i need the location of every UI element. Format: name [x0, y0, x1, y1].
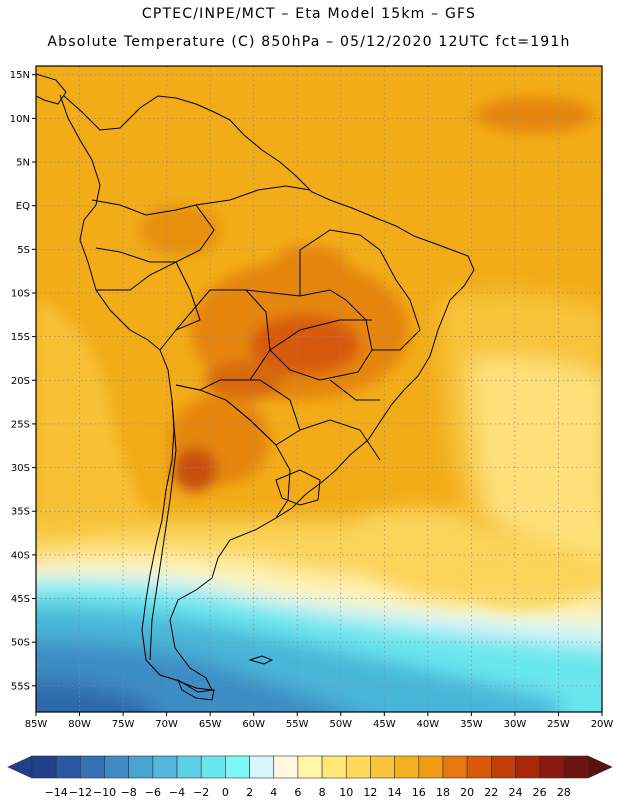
lat-tick-label: 5N — [16, 158, 30, 169]
colorbar-swatch — [31, 755, 57, 779]
lat-tick-label: 30S — [11, 463, 30, 474]
border-chile — [149, 399, 177, 661]
lon-tick-label: 55W — [286, 719, 309, 730]
border-argentina — [175, 384, 291, 519]
central-america-coastline — [36, 73, 67, 105]
latitude-labels: 15N 10N 5N EQ 5S 10S 15S 20S 25S 30S 35S 40S 45S 50S 5… — [10, 70, 36, 692]
lat-tick-label: 50S — [11, 638, 30, 649]
lon-tick-label: 75W — [112, 719, 135, 730]
colorbar-label: −12 — [69, 786, 92, 799]
border-peru — [96, 261, 201, 351]
lon-tick-label: 85W — [25, 719, 48, 730]
lat-tick-label: 15N — [10, 70, 30, 81]
lat-tick-label: 20S — [11, 376, 30, 387]
colorbar-swatch — [104, 755, 129, 779]
border-brazil-states — [269, 229, 421, 461]
colorbar-swatch — [394, 755, 420, 779]
colorbar-swatch — [563, 755, 589, 779]
colorbar-swatch — [176, 755, 202, 779]
colorbar-label: 28 — [557, 786, 571, 799]
map-title: CPTEC/INPE/MCT – Eta Model 15km – GFS — [141, 6, 477, 22]
colorbar-swatch — [418, 755, 444, 779]
lat-tick-label: 10N — [10, 114, 30, 125]
border-brazil-west — [245, 289, 373, 381]
lon-tick-label: 50W — [329, 719, 352, 730]
colorbar-label: 14 — [388, 786, 402, 799]
lat-tick-label: 45S — [11, 594, 30, 605]
lon-tick-label: 45W — [373, 719, 396, 730]
longitude-labels: 85W 80W 75W 70W 65W 60W 55W 50W 45W 40W 35W 30W 25W 2… — [25, 712, 614, 730]
colorbar-swatch — [225, 755, 250, 779]
colorbar-swatch — [55, 755, 81, 779]
colorbar-swatch — [466, 755, 492, 779]
lat-tick-label: 55S — [11, 681, 30, 692]
lon-tick-label: 40W — [417, 719, 440, 730]
lat-tick-label: EQ — [16, 201, 30, 212]
colorbar-swatch — [273, 755, 299, 779]
lat-tick-label: 40S — [11, 550, 30, 561]
colorbar-swatch — [249, 755, 275, 779]
colorbar-label: 10 — [339, 786, 353, 799]
colorbar-swatch — [80, 755, 105, 779]
lon-tick-label: 70W — [155, 719, 178, 730]
colorbar-label: 4 — [270, 786, 277, 799]
colorbar-label: −4 — [169, 786, 185, 799]
lat-tick-label: 10S — [11, 288, 30, 299]
colorbar-label: 0 — [222, 786, 229, 799]
colorbar-swatch — [370, 755, 395, 779]
lon-tick-label: 20W — [591, 719, 614, 730]
lon-tick-label: 65W — [199, 719, 222, 730]
south-america-coastline — [59, 94, 475, 691]
colorbar-label: −8 — [121, 786, 137, 799]
colorbar-label: −2 — [193, 786, 209, 799]
colorbar-swatch — [491, 755, 516, 779]
temperature-field — [36, 66, 602, 712]
colorbar-label: −6 — [145, 786, 161, 799]
map-frame — [35, 65, 603, 713]
colorbar-label: 6 — [294, 786, 301, 799]
colorbar-label: −14 — [45, 786, 68, 799]
country-outlines — [36, 73, 475, 701]
colorbar-swatch — [345, 755, 371, 779]
lon-tick-label: 80W — [68, 719, 91, 730]
colorbar-label: 22 — [484, 786, 498, 799]
lon-tick-label: 30W — [504, 719, 527, 730]
lat-tick-label: 15S — [11, 332, 30, 343]
colorbar-label: 18 — [436, 786, 450, 799]
lon-tick-label: 60W — [242, 719, 265, 730]
falkland-islands — [248, 655, 274, 665]
colorbar-swatch — [515, 755, 540, 779]
colorbar-label: 12 — [363, 786, 377, 799]
colorbar-swatch — [321, 755, 347, 779]
temperature-colorbar: −14 −12 −10 −8 −6 −4 −2 0 2 4 6 8 10 12 14 16 18 20 22 24 26… — [7, 755, 613, 799]
border-uruguay — [275, 469, 321, 506]
lat-tick-label: 35S — [11, 507, 30, 518]
colorbar-swatch — [128, 755, 154, 779]
colorbar-label: 2 — [246, 786, 253, 799]
lon-tick-label: 35W — [460, 719, 483, 730]
colorbar-label: 8 — [319, 786, 326, 799]
colorbar-swatch — [539, 755, 565, 779]
colorbar-label: 20 — [460, 786, 474, 799]
lat-tick-label: 25S — [11, 419, 30, 430]
lat-tick-label: 5S — [17, 245, 30, 256]
colorbar-label: −10 — [93, 786, 116, 799]
tierra-del-fuego — [176, 678, 215, 701]
colorbar-swatch — [442, 755, 468, 779]
colorbar-min-arrow — [7, 755, 33, 779]
map-subtitle: Absolute Temperature (C) 850hPa – 05/12/… — [47, 34, 571, 50]
border-colombia — [91, 199, 215, 263]
colorbar-max-arrow — [587, 755, 613, 779]
border-venezuela-guyana — [195, 185, 311, 206]
colorbar-label: 16 — [412, 786, 426, 799]
colorbar-swatch — [297, 755, 323, 779]
colorbar-label: 24 — [508, 786, 522, 799]
colorbar-swatch — [200, 755, 226, 779]
lon-tick-label: 25W — [547, 719, 570, 730]
colorbar-label: 26 — [533, 786, 547, 799]
colorbar-swatch — [152, 755, 178, 779]
